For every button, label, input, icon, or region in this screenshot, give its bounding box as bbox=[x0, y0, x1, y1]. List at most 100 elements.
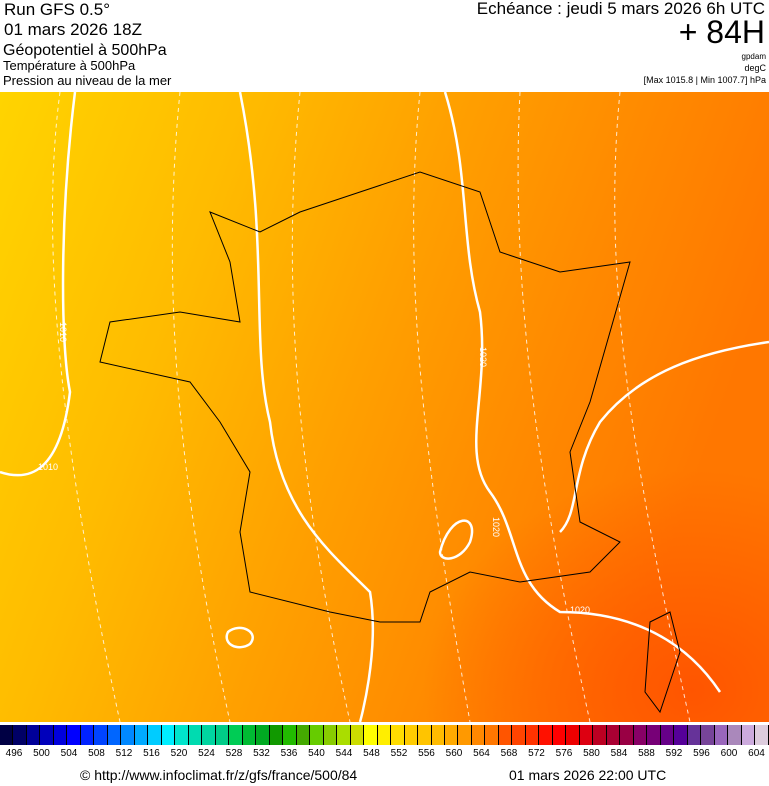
color-label: 596 bbox=[693, 748, 710, 759]
color-cell bbox=[620, 725, 634, 745]
color-cell bbox=[0, 725, 14, 745]
color-cell bbox=[391, 725, 405, 745]
color-cell bbox=[323, 725, 338, 745]
color-label: 536 bbox=[280, 748, 298, 759]
color-cell bbox=[161, 725, 176, 745]
color-cell bbox=[202, 725, 216, 745]
color-cell bbox=[512, 725, 526, 745]
color-cell bbox=[94, 725, 108, 745]
color-cell bbox=[121, 725, 135, 745]
isobar-label: 1020 bbox=[478, 347, 488, 367]
color-cell bbox=[566, 725, 580, 745]
color-label: 504 bbox=[60, 748, 78, 759]
color-label: 560 bbox=[445, 748, 463, 759]
isobar-label: 1020 bbox=[491, 517, 501, 537]
color-cell bbox=[498, 725, 513, 745]
color-cell bbox=[471, 725, 486, 745]
color-cell bbox=[40, 725, 54, 745]
color-label: 528 bbox=[225, 748, 243, 759]
color-label: 512 bbox=[115, 748, 133, 759]
color-label: 580 bbox=[583, 748, 600, 759]
color-scale-labels: 496 500 504 508 512 516 520 524 528 532 536 540 544 5… bbox=[0, 748, 769, 762]
color-label: 548 bbox=[363, 748, 380, 759]
color-cell bbox=[107, 725, 122, 745]
color-cell bbox=[269, 725, 284, 745]
color-cell bbox=[418, 725, 432, 745]
color-scale bbox=[0, 725, 769, 745]
color-label: 556 bbox=[418, 748, 435, 759]
color-cell bbox=[148, 725, 162, 745]
color-cell bbox=[229, 725, 243, 745]
color-label: 564 bbox=[473, 748, 490, 759]
isobar-label: 1020 bbox=[570, 605, 590, 615]
color-cell bbox=[539, 725, 553, 745]
unit-gpdam: gpdam bbox=[741, 52, 766, 61]
color-cell bbox=[444, 725, 459, 745]
run-title: Run GFS 0.5° bbox=[4, 0, 111, 19]
color-cell bbox=[188, 725, 203, 745]
color-cell bbox=[728, 725, 742, 745]
color-cell bbox=[310, 725, 324, 745]
color-label: 568 bbox=[500, 748, 518, 759]
color-cell bbox=[593, 725, 607, 745]
color-label: 552 bbox=[390, 748, 408, 759]
isobar-label: 1010 bbox=[38, 462, 58, 472]
run-date: 01 mars 2026 18Z bbox=[4, 20, 142, 39]
country-borders bbox=[99, 171, 681, 714]
color-cell bbox=[296, 725, 311, 745]
color-label: 576 bbox=[555, 748, 573, 759]
color-label: 496 bbox=[5, 748, 23, 759]
color-label: 592 bbox=[665, 748, 683, 759]
color-label: 520 bbox=[170, 748, 188, 759]
source-url[interactable]: © http://www.infoclimat.fr/z/gfs/france/… bbox=[80, 767, 358, 783]
isobars bbox=[0, 92, 769, 722]
color-cell bbox=[53, 725, 68, 745]
color-label: 508 bbox=[88, 748, 105, 759]
color-cell bbox=[701, 725, 715, 745]
color-cell bbox=[525, 725, 540, 745]
color-cell bbox=[404, 725, 419, 745]
color-cell bbox=[431, 725, 445, 745]
lead-time: + 84H bbox=[678, 14, 765, 50]
color-cell bbox=[364, 725, 378, 745]
color-cell bbox=[741, 725, 756, 745]
color-cell bbox=[552, 725, 567, 745]
color-cell bbox=[647, 725, 661, 745]
color-label: 540 bbox=[308, 748, 325, 759]
color-cell bbox=[660, 725, 675, 745]
color-cell bbox=[606, 725, 621, 745]
color-cell bbox=[175, 725, 189, 745]
color-label: 524 bbox=[198, 748, 215, 759]
issued-time: 01 mars 2026 22:00 UTC bbox=[509, 767, 667, 783]
color-cell bbox=[26, 725, 41, 745]
color-cell bbox=[80, 725, 95, 745]
color-cell bbox=[674, 725, 688, 745]
color-label: 516 bbox=[143, 748, 160, 759]
color-cell bbox=[458, 725, 472, 745]
unit-degc: degC bbox=[744, 63, 766, 73]
warm-area bbox=[0, 92, 769, 722]
color-cell bbox=[687, 725, 702, 745]
geopotential-contours bbox=[52, 92, 691, 722]
color-cell bbox=[13, 725, 27, 745]
forecast-map: 1010 1010 1020 1020 1020 bbox=[0, 92, 769, 722]
color-cell bbox=[283, 725, 297, 745]
forecast-time: Echéance : jeudi 5 mars 2026 6h UTC bbox=[476, 0, 765, 18]
color-cell bbox=[755, 725, 769, 745]
color-cell bbox=[579, 725, 594, 745]
color-label: 604 bbox=[748, 748, 765, 759]
color-label: 572 bbox=[528, 748, 545, 759]
field-geopotential: Géopotentiel à 500hPa bbox=[3, 42, 167, 59]
color-label: 584 bbox=[610, 748, 628, 759]
color-cell bbox=[337, 725, 351, 745]
color-cell bbox=[485, 725, 499, 745]
color-cell bbox=[134, 725, 149, 745]
color-label: 588 bbox=[638, 748, 655, 759]
color-cell bbox=[350, 725, 365, 745]
color-cell bbox=[215, 725, 230, 745]
color-label: 600 bbox=[720, 748, 738, 759]
color-cell bbox=[67, 725, 81, 745]
color-label: 532 bbox=[253, 748, 270, 759]
color-cell bbox=[242, 725, 257, 745]
color-cell bbox=[256, 725, 270, 745]
